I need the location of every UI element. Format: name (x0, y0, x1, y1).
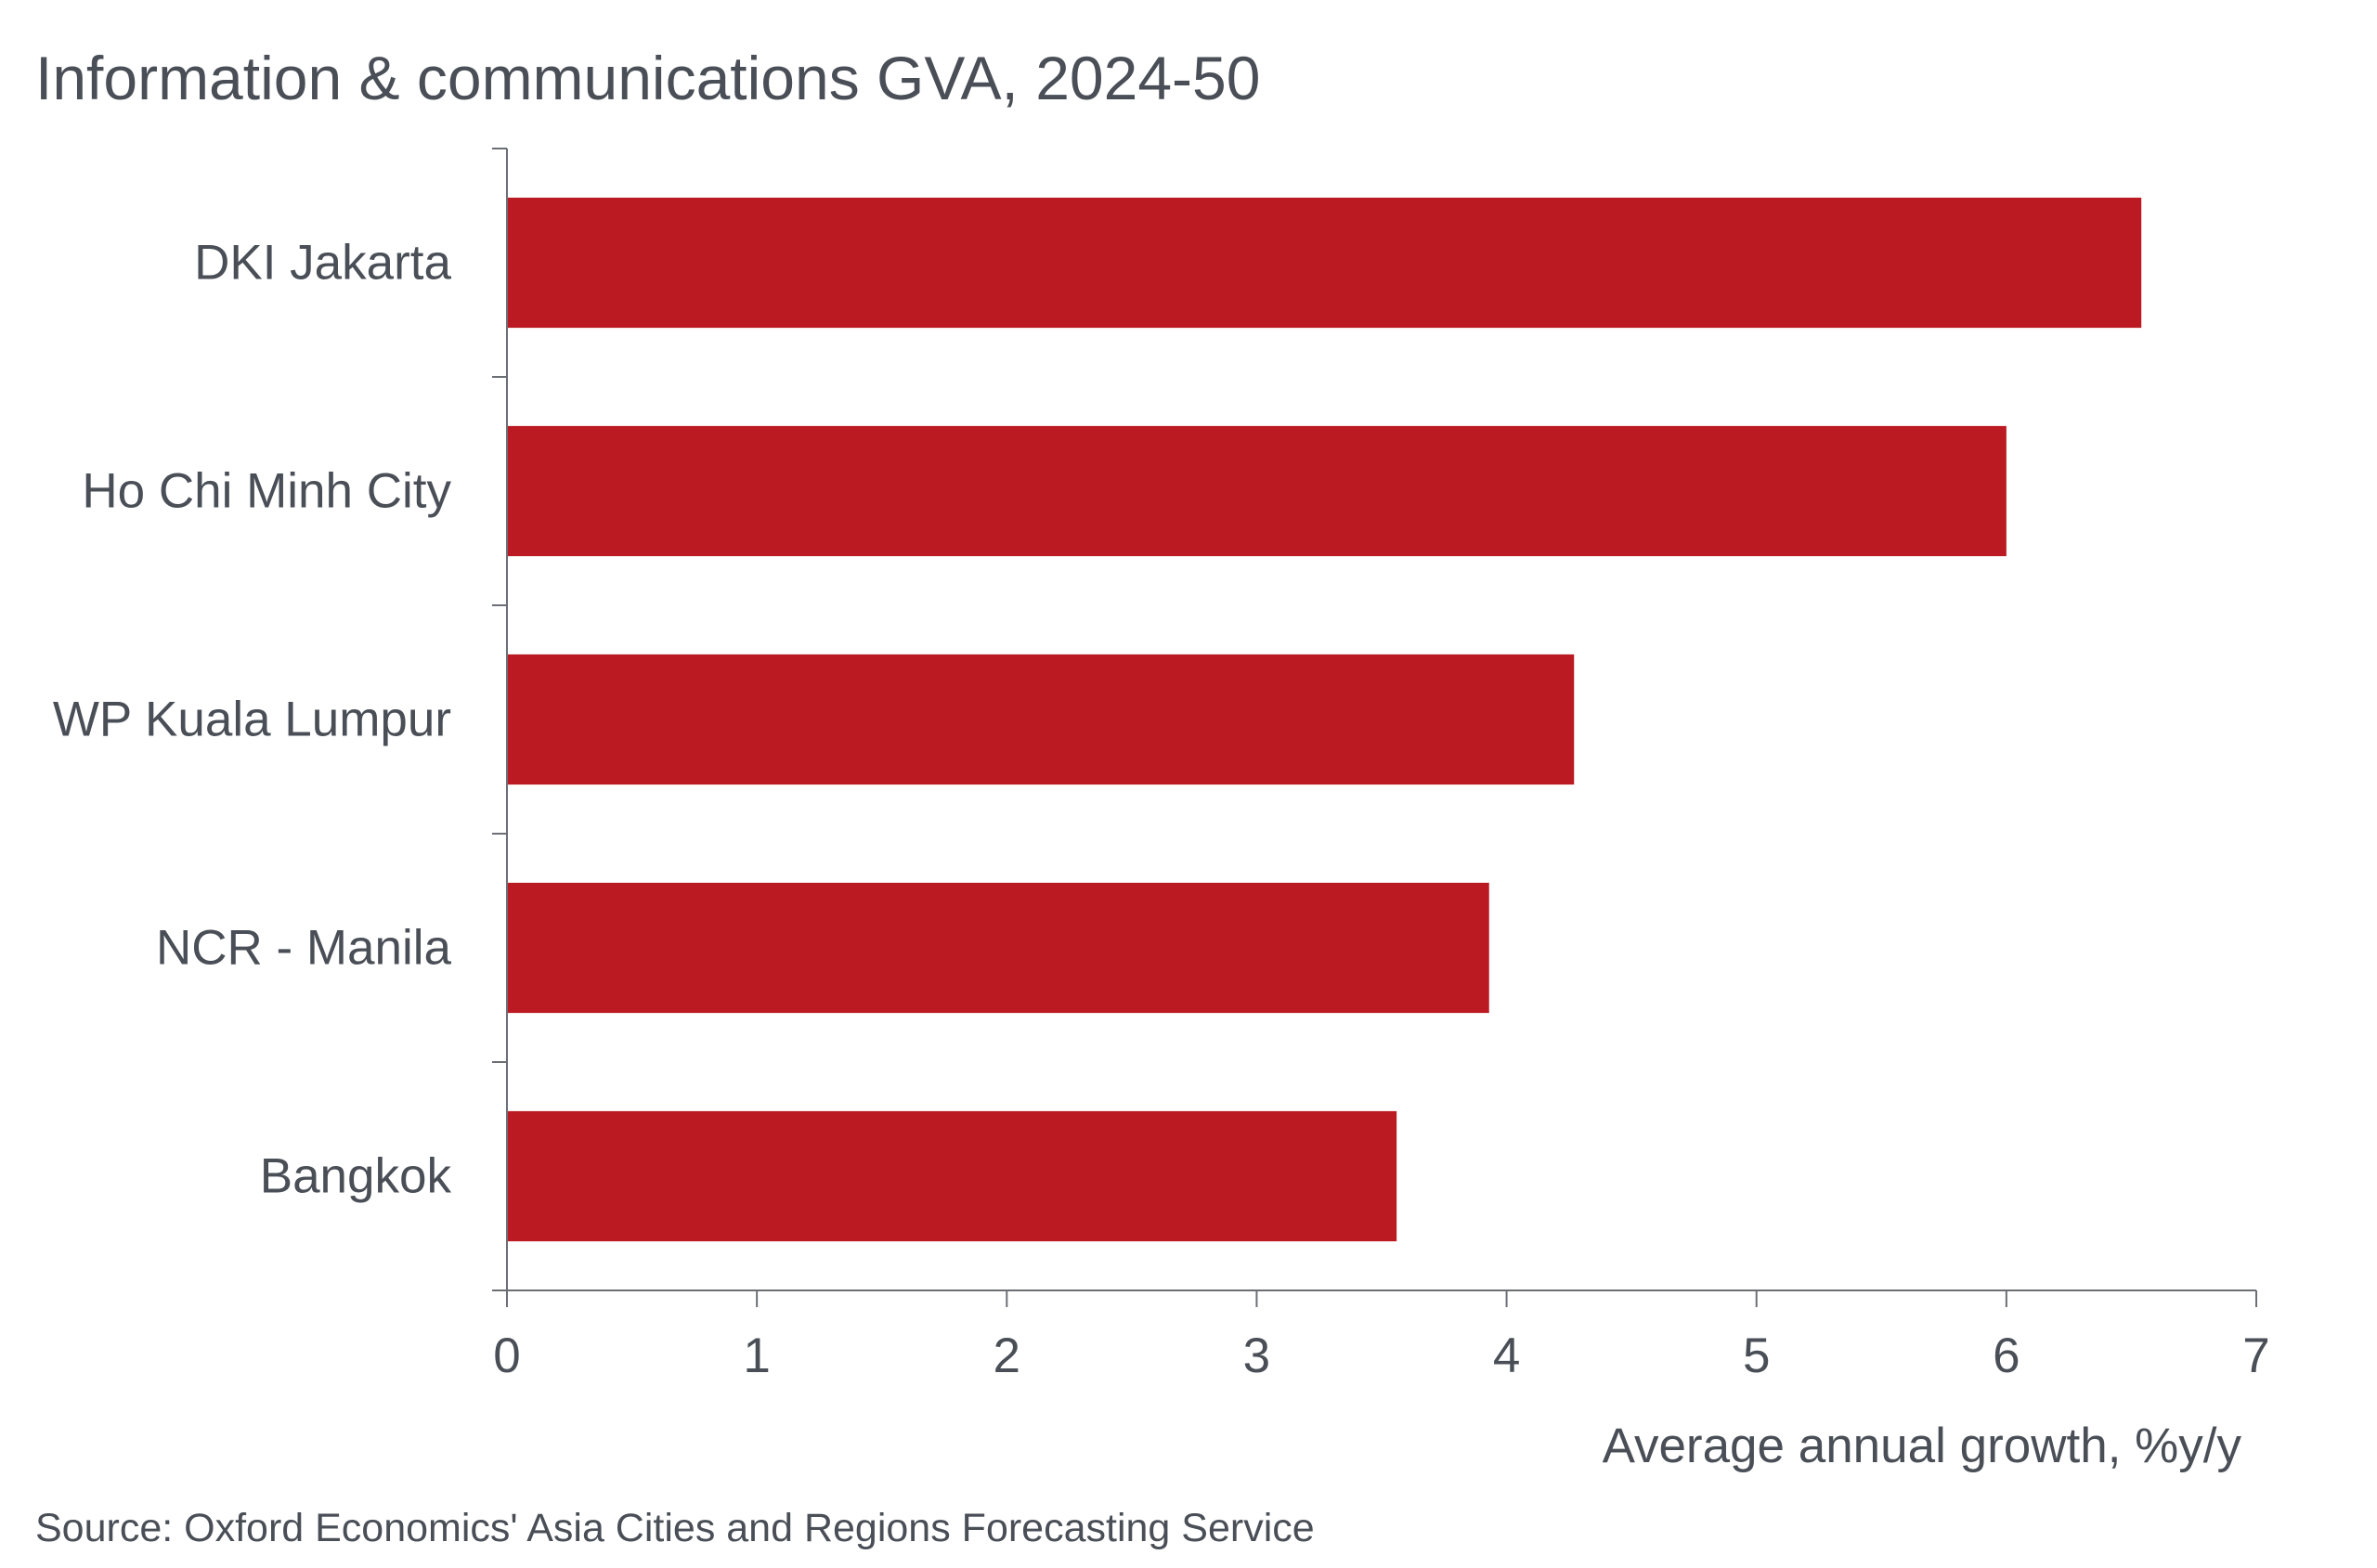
category-label: NCR - Manila (156, 921, 452, 976)
x-tick-label: 2 (994, 1328, 1020, 1383)
source-note: Source: Oxford Economics' Asia Cities an… (35, 1506, 1315, 1550)
x-tick-label: 5 (1743, 1328, 1770, 1383)
category-label: Bangkok (260, 1149, 452, 1204)
bar-ncr-manila (507, 882, 1489, 1014)
labels-layer: DKI Jakarta Ho Chi Minh City WP Kuala Lump… (53, 236, 2270, 1474)
x-tick-label: 6 (1993, 1328, 2020, 1383)
x-tick-label: 1 (743, 1328, 770, 1383)
axes-layer (492, 148, 2257, 1307)
bar-wp-kuala-lumpur (507, 654, 1575, 785)
chart-title: Information & communications GVA, 2024-5… (35, 44, 1261, 112)
bar-bangkok (507, 1110, 1397, 1242)
x-tick-label: 7 (2242, 1328, 2269, 1383)
bar-ho-chi-minh-city (507, 425, 2007, 557)
category-label: DKI Jakarta (194, 236, 451, 291)
category-label: Ho Chi Minh City (82, 464, 451, 519)
x-tick-label: 0 (493, 1328, 520, 1383)
category-label: WP Kuala Lumpur (53, 693, 451, 747)
bars-layer (507, 197, 2142, 1242)
x-tick-label: 3 (1243, 1328, 1270, 1383)
x-axis-title: Average annual growth, %y/y (1603, 1419, 2242, 1473)
bar-dki-jakarta (507, 197, 2142, 329)
x-tick-label: 4 (1493, 1328, 1520, 1383)
